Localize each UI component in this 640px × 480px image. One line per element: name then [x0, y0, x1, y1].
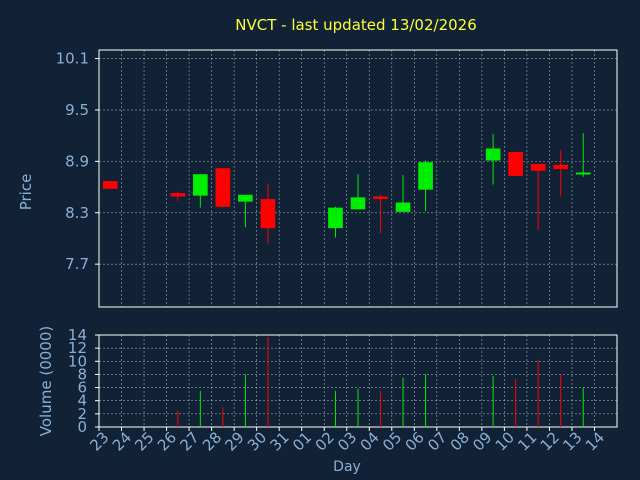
candle-body: [170, 193, 186, 197]
volume-tick-label: 8: [77, 365, 87, 383]
candle-body: [395, 202, 411, 212]
price-tick-label: 9.5: [65, 101, 89, 119]
candle-body: [418, 162, 433, 190]
volume-tick-label: 0: [77, 418, 87, 436]
chart-title: NVCT - last updated 13/02/2026: [235, 16, 477, 34]
volume-tick-label: 14: [68, 326, 87, 344]
price-frame: [98, 49, 618, 308]
candle-body: [102, 181, 118, 189]
volume-tick-label: 2: [77, 405, 87, 423]
candle-body: [485, 148, 501, 161]
candle-body: [508, 151, 523, 176]
candle-body: [238, 194, 253, 202]
price-tick-label: 10.1: [56, 50, 89, 68]
x-tick-label: 14: [582, 428, 608, 454]
volume-axis-label: Volume (0000): [37, 326, 55, 436]
price-tick-label: 8.9: [65, 152, 89, 170]
candle-body: [553, 164, 569, 170]
candle-body: [260, 199, 276, 229]
price-plot: 7.7 8.3 8.9 9.5 10.1: [56, 49, 618, 308]
candle-body: [328, 207, 343, 229]
volume-tick-label: 10: [68, 352, 87, 370]
price-tick-label: 8.3: [65, 204, 89, 222]
candle-body: [530, 163, 546, 171]
price-axis-label: Price: [17, 174, 35, 211]
volume-tick-label: 4: [77, 392, 87, 410]
volume-tick-label: 6: [77, 379, 87, 397]
x-tick-labels: 2324252627282930310102030405060708091011…: [86, 427, 608, 455]
candle-body: [350, 197, 366, 210]
candle-body: [373, 196, 388, 200]
candle-body: [575, 172, 591, 175]
volume-tick-label: 12: [68, 339, 87, 357]
candle-body: [193, 174, 208, 196]
x-axis-label: Day: [333, 459, 361, 475]
candle-body: [215, 168, 231, 207]
price-tick-label: 7.7: [65, 255, 89, 273]
